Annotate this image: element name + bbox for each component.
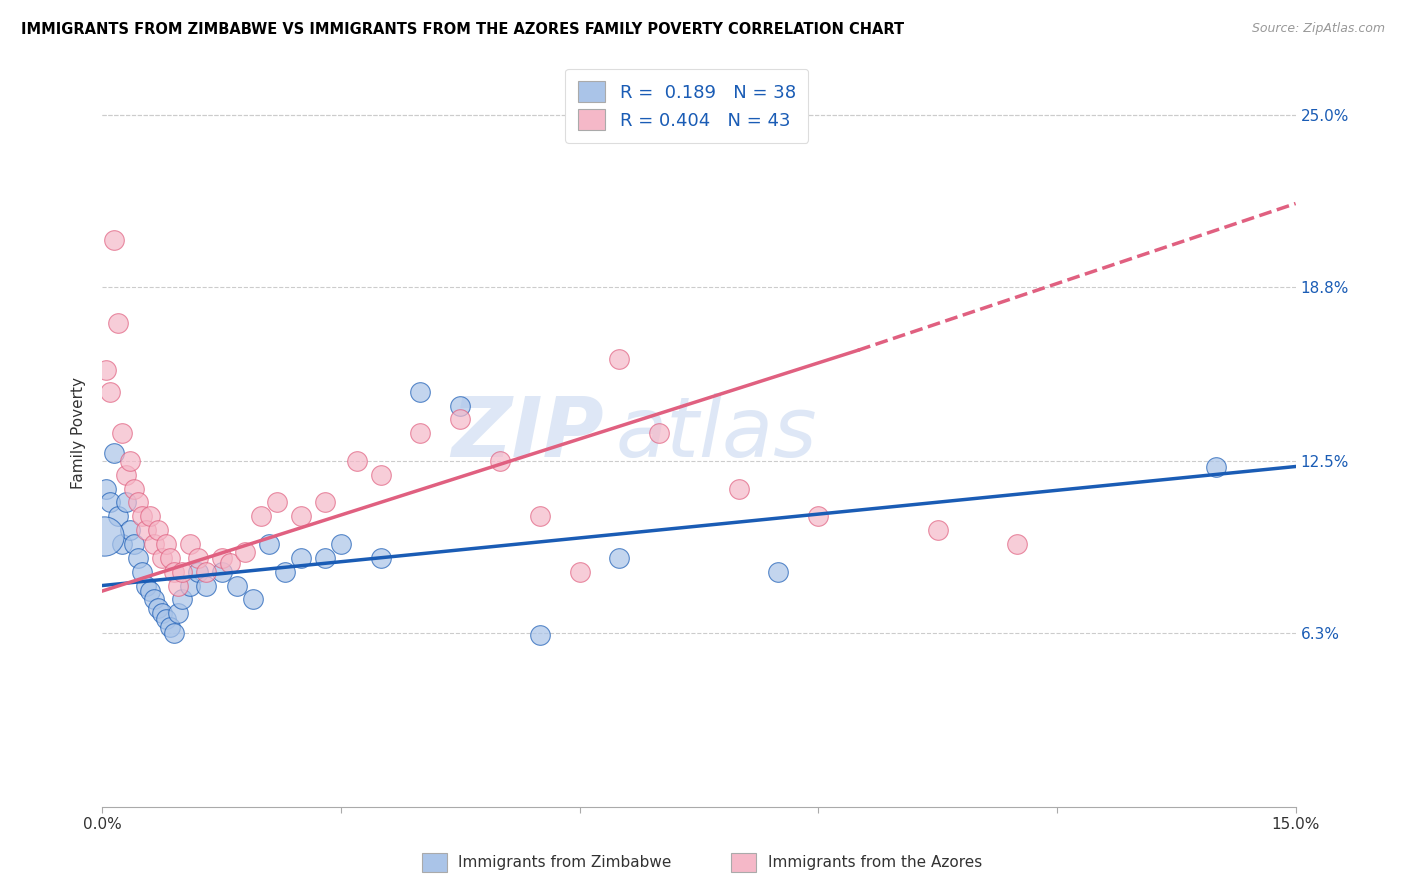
Point	[259, 537, 281, 551]
Point	[93, 529, 115, 543]
Point	[96, 362, 118, 376]
Point	[409, 384, 432, 399]
Point	[370, 467, 392, 482]
Legend: R =  0.189   N = 38, R = 0.404   N = 43: R = 0.189 N = 38, R = 0.404 N = 43	[565, 69, 808, 143]
Point	[1205, 459, 1227, 474]
Point	[346, 454, 368, 468]
Point	[768, 565, 790, 579]
Point	[807, 509, 830, 524]
Point	[607, 351, 630, 366]
Text: IMMIGRANTS FROM ZIMBABWE VS IMMIGRANTS FROM THE AZORES FAMILY POVERTY CORRELATIO: IMMIGRANTS FROM ZIMBABWE VS IMMIGRANTS F…	[21, 22, 904, 37]
Point	[159, 550, 181, 565]
Text: Source: ZipAtlas.com: Source: ZipAtlas.com	[1251, 22, 1385, 36]
Point	[187, 565, 209, 579]
Point	[107, 509, 129, 524]
Point	[194, 565, 217, 579]
Point	[314, 495, 336, 509]
Point	[218, 557, 240, 571]
Point	[449, 399, 471, 413]
Point	[120, 454, 142, 468]
Point	[290, 550, 312, 565]
Point	[449, 412, 471, 426]
Point	[607, 550, 630, 565]
Point	[142, 537, 165, 551]
Point	[127, 495, 149, 509]
Point	[648, 426, 671, 441]
Point	[194, 578, 217, 592]
Point	[250, 509, 273, 524]
Point	[290, 509, 312, 524]
Point	[370, 550, 392, 565]
Point	[489, 454, 512, 468]
Point	[146, 523, 169, 537]
Point	[142, 592, 165, 607]
Point	[103, 233, 125, 247]
Point	[170, 592, 193, 607]
Point	[266, 495, 288, 509]
Point	[115, 467, 138, 482]
Point	[179, 578, 201, 592]
Point	[146, 600, 169, 615]
Point	[111, 537, 134, 551]
Point	[120, 523, 142, 537]
Point	[163, 625, 186, 640]
Point	[150, 606, 173, 620]
Text: Immigrants from the Azores: Immigrants from the Azores	[768, 855, 981, 870]
Point	[1005, 537, 1028, 551]
Point	[139, 509, 162, 524]
Point	[242, 592, 264, 607]
Point	[111, 426, 134, 441]
Point	[122, 482, 145, 496]
Point	[155, 612, 177, 626]
Point	[155, 537, 177, 551]
Text: atlas: atlas	[616, 392, 817, 474]
Point	[139, 584, 162, 599]
Point	[727, 482, 749, 496]
Point	[103, 445, 125, 459]
Point	[226, 578, 249, 592]
Point	[115, 495, 138, 509]
Point	[927, 523, 949, 537]
Point	[568, 565, 591, 579]
Point	[150, 550, 173, 565]
Point	[96, 482, 118, 496]
Point	[529, 509, 551, 524]
Point	[163, 565, 186, 579]
Point	[98, 384, 121, 399]
Point	[131, 565, 153, 579]
Point	[127, 550, 149, 565]
Point	[166, 606, 188, 620]
Point	[329, 537, 352, 551]
Point	[135, 523, 157, 537]
Point	[107, 316, 129, 330]
Text: ZIP: ZIP	[451, 392, 603, 474]
Point	[179, 537, 201, 551]
Point	[409, 426, 432, 441]
Point	[159, 620, 181, 634]
Point	[166, 578, 188, 592]
Point	[211, 565, 233, 579]
Point	[314, 550, 336, 565]
Point	[131, 509, 153, 524]
Point	[211, 550, 233, 565]
Point	[135, 578, 157, 592]
Point	[187, 550, 209, 565]
Text: Immigrants from Zimbabwe: Immigrants from Zimbabwe	[458, 855, 672, 870]
Point	[98, 495, 121, 509]
Point	[274, 565, 297, 579]
Point	[122, 537, 145, 551]
Point	[529, 628, 551, 642]
Point	[170, 565, 193, 579]
Point	[235, 545, 257, 559]
Y-axis label: Family Poverty: Family Poverty	[72, 377, 86, 490]
